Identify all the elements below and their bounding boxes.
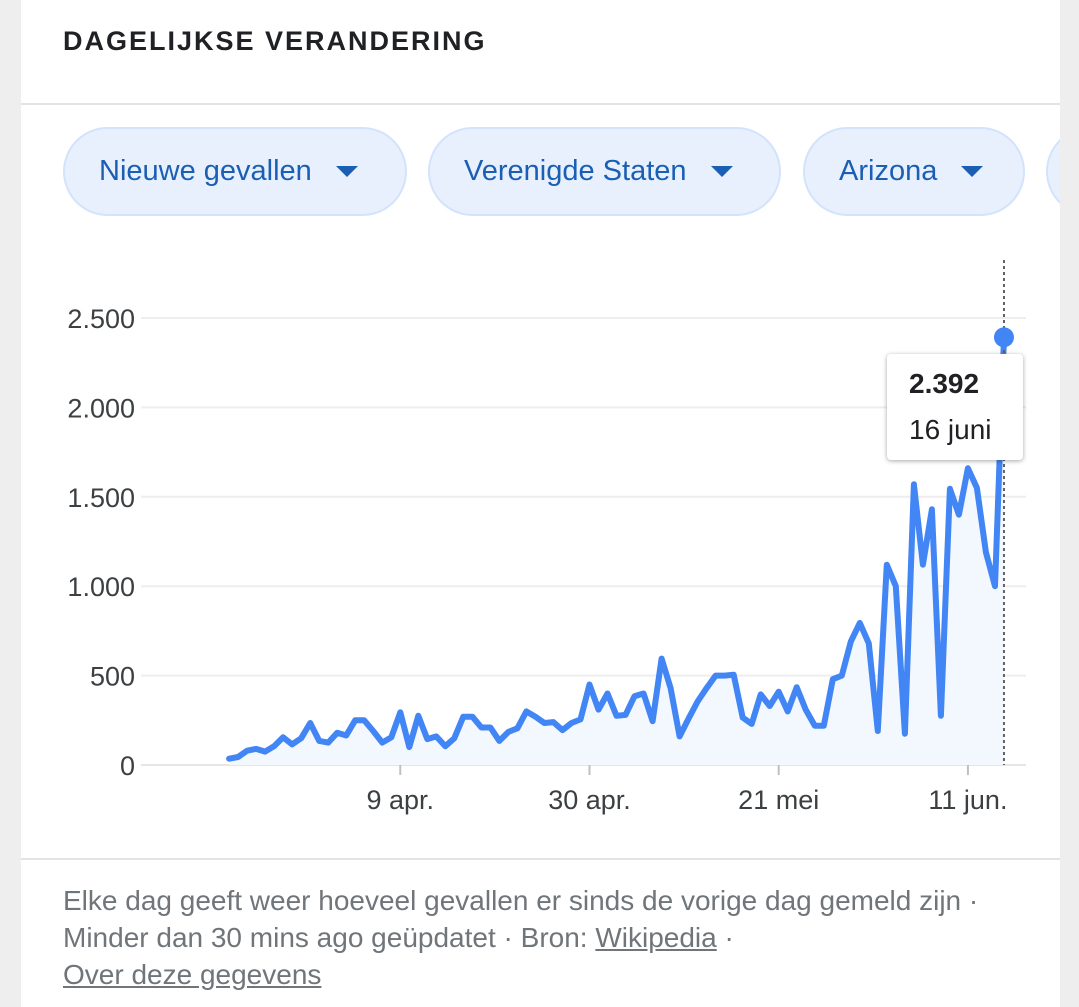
y-tick-label: 1.000 — [67, 572, 135, 602]
footer-separator: · — [716, 922, 734, 953]
country-dropdown-label: Verenigde Staten — [464, 155, 687, 187]
daily-change-card: DAGELIJKSE VERANDERING Nieuwe gevallen V… — [21, 0, 1060, 1007]
footer-description: Elke dag geeft weer hoeveel gevallen er … — [63, 885, 962, 916]
more-filter-chip[interactable] — [1046, 127, 1060, 216]
footer-divider — [21, 858, 1060, 860]
card-header: DAGELIJKSE VERANDERING — [21, 0, 1060, 105]
y-tick-label: 500 — [90, 662, 135, 692]
country-dropdown[interactable]: Verenigde Staten — [428, 127, 781, 216]
chevron-down-icon — [961, 166, 984, 177]
footer-source-label: Bron: — [520, 922, 596, 953]
footer-separator: · — [961, 885, 979, 916]
chart-tooltip: 2.392 16 juni — [887, 354, 1023, 460]
metric-dropdown-label: Nieuwe gevallen — [99, 155, 312, 187]
y-tick-label: 0 — [120, 751, 135, 781]
filter-chips: Nieuwe gevallen Verenigde Staten Arizona — [63, 127, 1060, 220]
region-dropdown[interactable]: Arizona — [803, 127, 1025, 216]
metric-dropdown[interactable]: Nieuwe gevallen — [63, 127, 407, 216]
footer-updated: Minder dan 30 mins ago geüpdatet — [63, 922, 496, 953]
card-footer: Elke dag geeft weer hoeveel gevallen er … — [63, 882, 1023, 993]
chevron-down-icon — [710, 166, 733, 177]
footer-separator: · — [495, 922, 521, 953]
chevron-down-icon — [335, 166, 358, 177]
x-tick-label: 21 mei — [738, 785, 819, 815]
y-tick-label: 2.000 — [67, 393, 135, 423]
region-dropdown-label: Arizona — [839, 155, 938, 187]
chart-area-fill — [229, 337, 1005, 765]
x-tick-label: 11 jun. — [928, 785, 1007, 815]
highlight-point[interactable] — [993, 327, 1014, 348]
chart-series-line — [226, 334, 1007, 762]
card-title: DAGELIJKSE VERANDERING — [63, 26, 487, 56]
x-tick-label: 30 apr. — [548, 785, 631, 815]
x-tick-label: 9 apr. — [366, 785, 434, 815]
daily-cases-chart: 0 500 1.000 1.500 2.000 2.500 9 apr. 30 apr. 21… — [67, 260, 1026, 815]
y-tick-label: 1.500 — [67, 483, 135, 513]
wikipedia-link[interactable]: Wikipedia — [595, 922, 717, 953]
tooltip-date: 16 juni — [909, 414, 992, 445]
tooltip-value: 2.392 — [909, 368, 980, 399]
about-data-link[interactable]: Over deze gegevens — [63, 959, 322, 990]
y-tick-label: 2.500 — [67, 304, 135, 334]
